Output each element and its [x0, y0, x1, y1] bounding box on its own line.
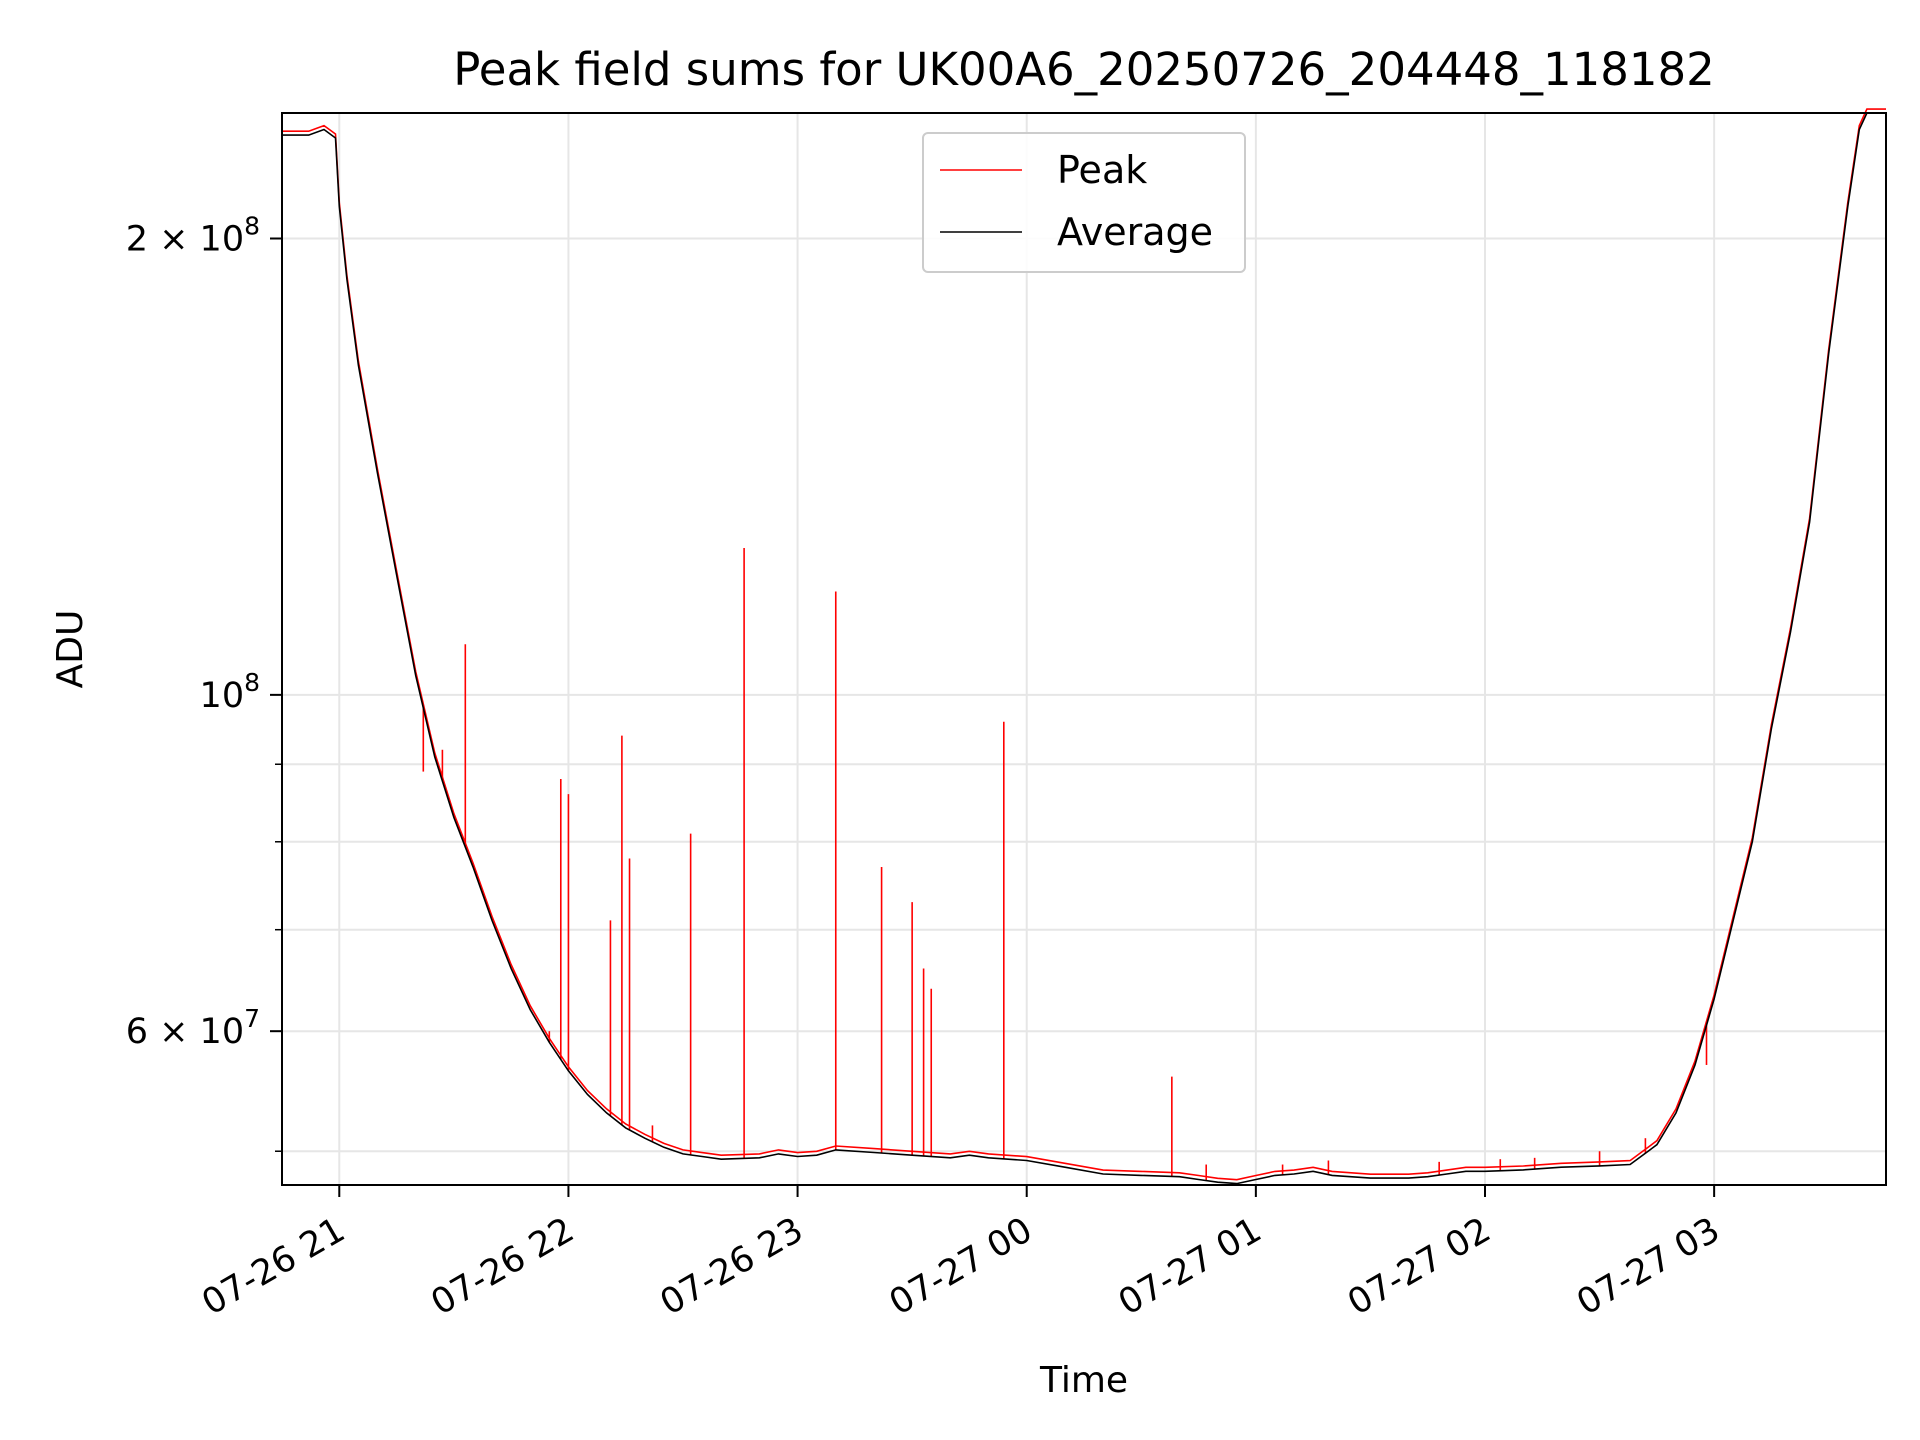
legend-label-peak: Peak: [1057, 148, 1147, 192]
y-tick-label: 6 × 107: [126, 1004, 260, 1052]
grid: [282, 113, 1886, 1185]
series-line-average: [282, 112, 1886, 1185]
chart-title: Peak field sums for UK00A6_20250726_2044…: [453, 43, 1715, 96]
y-tick-label: 2 × 108: [126, 212, 260, 260]
legend-frame: [922, 132, 1246, 273]
x-axis-label: Time: [1039, 1360, 1128, 1401]
plot-area: [282, 108, 1886, 1185]
legend-label-average: Average: [1057, 210, 1213, 254]
y-axis-label: ADU: [50, 610, 91, 689]
legend: Peak Average: [922, 132, 1246, 273]
series-line-peak: [282, 108, 1886, 1181]
axes-frame: [281, 112, 1887, 1186]
